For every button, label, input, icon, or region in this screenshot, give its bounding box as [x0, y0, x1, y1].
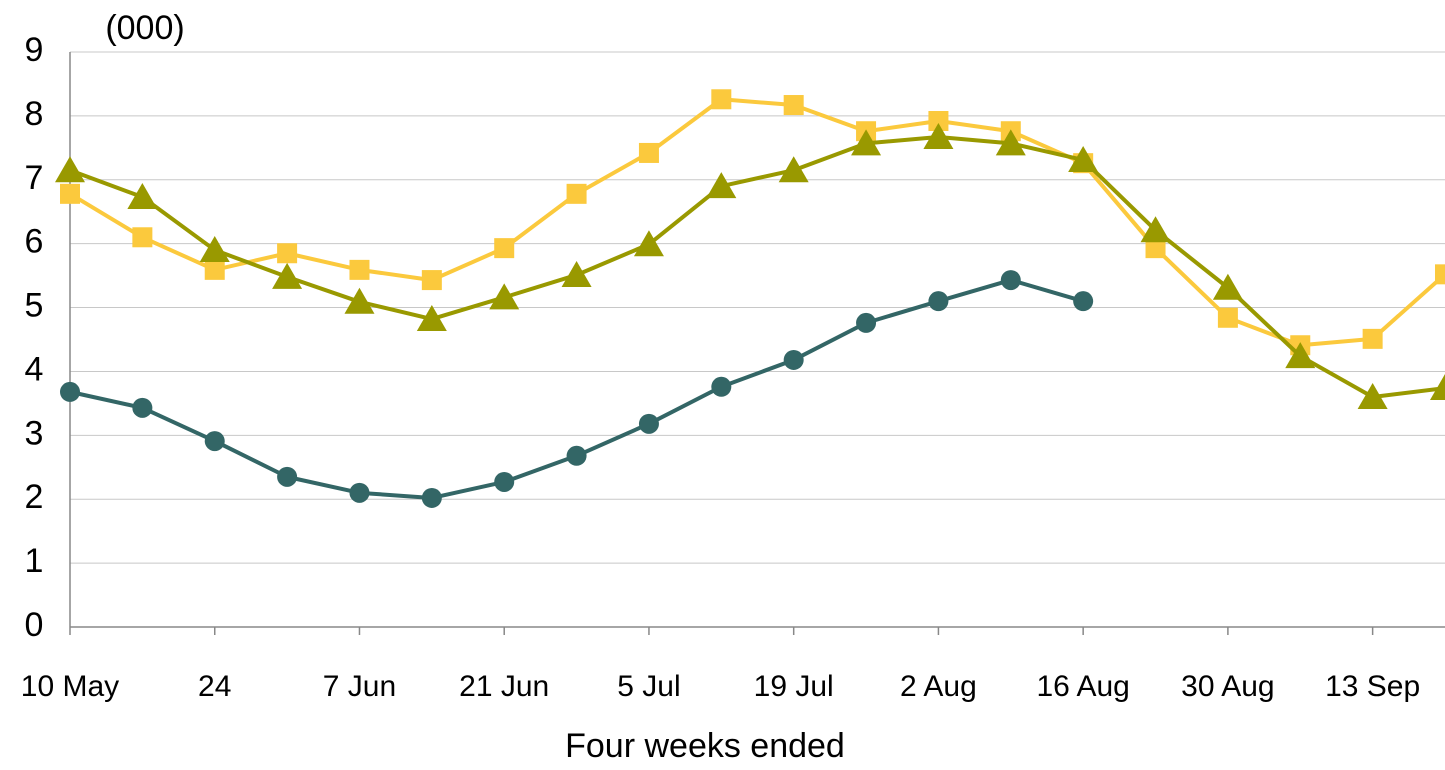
- marker: [638, 142, 659, 163]
- marker: [272, 262, 303, 289]
- x-tick-label: 16 Aug: [1036, 670, 1129, 703]
- marker: [1068, 145, 1099, 172]
- marker: [494, 471, 515, 492]
- y-tick-label: 1: [25, 542, 44, 580]
- marker: [277, 243, 298, 264]
- marker: [1435, 264, 1445, 285]
- marker: [132, 227, 153, 248]
- y-tick-label: 0: [25, 606, 44, 644]
- x-tick-label: 10 May: [21, 670, 119, 703]
- marker: [60, 183, 80, 204]
- marker: [1073, 291, 1094, 312]
- y-tick-label: 5: [25, 287, 44, 325]
- marker: [1357, 383, 1388, 409]
- y-tick-label: 6: [25, 223, 44, 261]
- marker: [489, 283, 520, 310]
- marker: [566, 445, 587, 466]
- marker: [851, 129, 882, 156]
- marker: [1212, 273, 1243, 300]
- marker: [633, 230, 664, 257]
- series-line: [69, 134, 1445, 399]
- marker: [421, 487, 442, 508]
- marker: [566, 183, 587, 204]
- marker: [199, 236, 230, 263]
- marker: [1145, 238, 1166, 259]
- marker: [204, 259, 225, 280]
- marker: [416, 305, 447, 332]
- marker: [204, 431, 225, 452]
- marker: [778, 156, 809, 183]
- marker: [783, 95, 804, 116]
- marker: [344, 287, 375, 314]
- marker: [421, 270, 442, 291]
- x-tick-label: 24: [198, 670, 231, 703]
- marker: [856, 312, 877, 333]
- marker: [995, 129, 1026, 156]
- marker: [638, 413, 659, 434]
- y-tick-label: 9: [25, 31, 44, 69]
- series-line: [68, 97, 1445, 348]
- marker: [277, 466, 298, 487]
- marker: [783, 349, 804, 370]
- y-tick-label: 8: [25, 95, 44, 133]
- marker: [1362, 328, 1383, 349]
- marker: [127, 183, 158, 210]
- y-tick-label: 3: [25, 414, 44, 452]
- x-tick-label: 19 Jul: [754, 670, 834, 703]
- x-tick-label: 21 Jun: [459, 670, 549, 703]
- x-tick-label: 2 Aug: [900, 670, 977, 703]
- marker: [928, 291, 949, 312]
- marker: [55, 156, 85, 183]
- marker: [1217, 307, 1238, 328]
- marker: [60, 381, 80, 402]
- chart-title: (000): [105, 9, 184, 47]
- marker: [711, 376, 732, 397]
- x-tick-label: 7 Jun: [323, 670, 396, 703]
- marker: [494, 238, 515, 259]
- marker: [1000, 270, 1021, 291]
- marker: [1285, 342, 1316, 369]
- x-tick-label: 30 Aug: [1181, 670, 1274, 703]
- marker: [561, 260, 592, 287]
- y-tick-label: 4: [25, 350, 44, 388]
- marker: [349, 482, 370, 503]
- marker: [1140, 216, 1171, 243]
- x-tick-label: 13 Sep: [1325, 670, 1420, 703]
- marker: [349, 259, 370, 280]
- marker: [928, 111, 949, 131]
- x-tick-label: 5 Jul: [617, 670, 680, 703]
- marker: [923, 122, 954, 149]
- marker: [711, 89, 732, 110]
- y-tick-label: 2: [25, 478, 44, 516]
- x-axis-label: Four weeks ended: [565, 727, 845, 765]
- marker: [706, 172, 737, 199]
- marker: [1430, 374, 1445, 401]
- marker: [132, 397, 153, 418]
- y-tick-label: 7: [25, 159, 44, 197]
